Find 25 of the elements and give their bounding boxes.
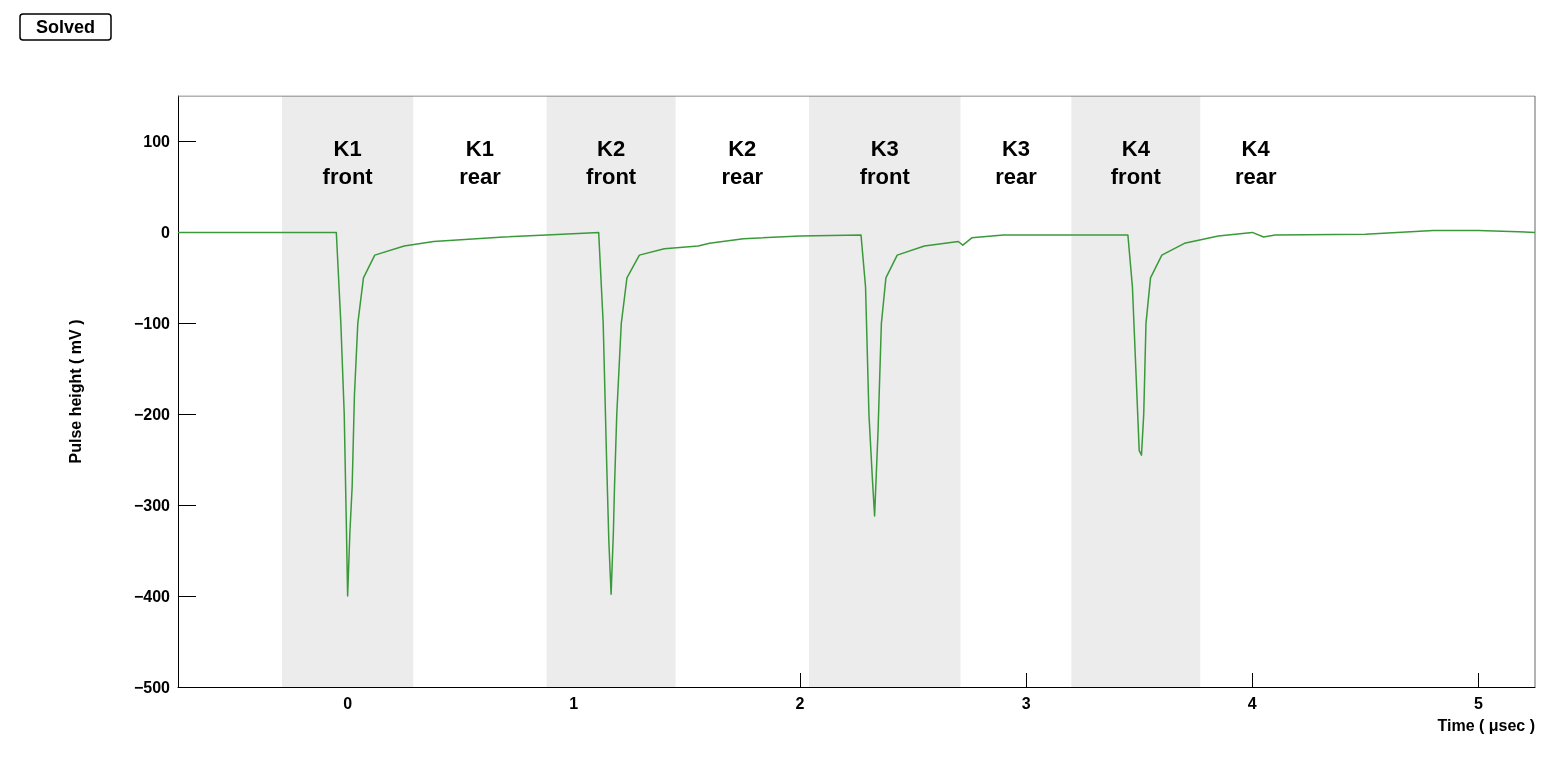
chart-title: Solved: [36, 17, 96, 37]
annotation: K4 rear: [1234, 135, 1277, 189]
band-label: K4 front: [1110, 135, 1162, 189]
y-tick-label: 100: [143, 132, 171, 150]
x-tick-label: 0: [343, 694, 353, 712]
x-tick-label: 4: [1247, 694, 1257, 712]
y-tick-label: −300: [133, 496, 171, 514]
y-tick-label: −500: [133, 678, 171, 696]
band-label: K1 front: [322, 135, 374, 189]
band-label: K2 front: [586, 135, 637, 189]
y-axis-title: Pulse height ( mV ): [66, 319, 84, 464]
y-tick-label: −100: [133, 314, 171, 332]
band-label: K3 front: [859, 135, 911, 189]
x-tick-label: 3: [1021, 694, 1031, 712]
x-tick-label: 5: [1474, 694, 1484, 712]
x-axis-title: Time ( μsec ): [1437, 716, 1535, 734]
x-tick-label: 2: [795, 694, 805, 712]
annotation: K2 rear: [721, 135, 764, 189]
y-tick-label: 0: [161, 223, 171, 241]
line-series: [177, 229, 1536, 597]
y-tick-label: −400: [133, 587, 171, 605]
y-tick-label: −200: [133, 405, 171, 423]
annotation: K3 rear: [995, 135, 1038, 189]
annotation: K1 rear: [459, 135, 502, 189]
x-tick-label: 1: [569, 694, 579, 712]
